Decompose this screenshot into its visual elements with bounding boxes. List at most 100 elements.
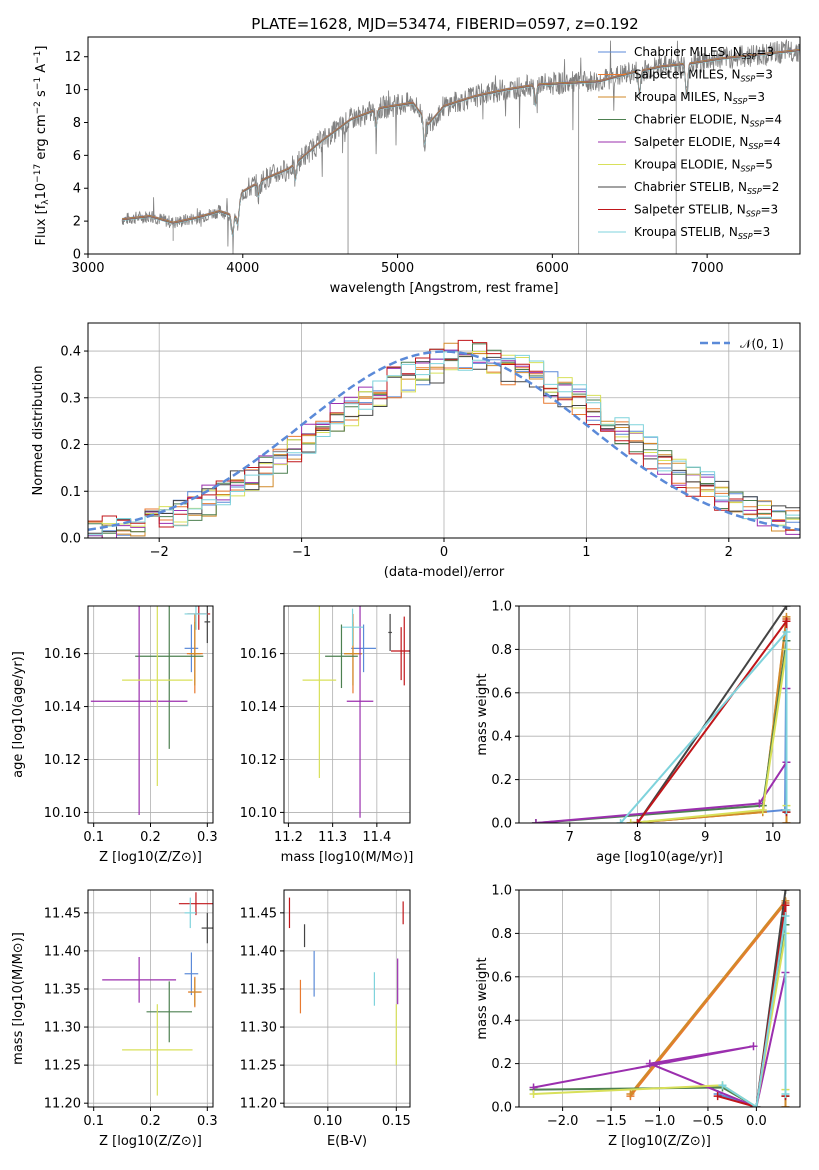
y-tick-label: 0.2 <box>491 773 512 788</box>
axes-frame <box>518 889 801 1108</box>
x-tick-label: −1 <box>292 545 311 560</box>
y-tick-label: 10.12 <box>44 753 81 768</box>
mass-weight-plot-area <box>531 606 791 823</box>
y-tick-label: 0.0 <box>60 532 81 547</box>
mass-weight-panel-4: 7 8 9 10 0.0 0.2 0.4 0.6 0.8 1.0 age [log10(age/yr… <box>475 600 801 865</box>
y-tick-label: 11.25 <box>44 1059 81 1074</box>
errorbar-panel-2: 0.1 0.2 0.3 10.10 10.12 10.14 10.16 Z [log10(Z/… <box>11 605 218 865</box>
mass-weight-plot-area <box>529 890 790 1107</box>
x-tick-label: 0.2 <box>140 830 161 845</box>
y-tick-label: 11.20 <box>240 1097 277 1112</box>
legend-entry: Salpeter STELIB, NSSP=3 <box>634 203 778 219</box>
y-tick-label: 10.16 <box>44 647 81 662</box>
x-tick-label: −2 <box>150 545 169 560</box>
y-tick-label: 10.12 <box>240 753 277 768</box>
errorbar-plot-area <box>288 897 404 1066</box>
x-tick-label: 6000 <box>536 261 569 276</box>
y-tick-label: 11.35 <box>44 982 81 997</box>
y-tick-label: 0.4 <box>491 1014 512 1029</box>
y-tick-label: 11.25 <box>240 1059 277 1074</box>
marker <box>718 1081 727 1090</box>
errorbar-plot-area <box>90 606 211 816</box>
x-tick-label: 10 <box>765 830 782 845</box>
legend-entry: Salpeter ELODIE, NSSP=4 <box>634 135 781 151</box>
x-tick-label: 0 <box>440 545 448 560</box>
x-axis-label: E(B-V) <box>327 1134 367 1149</box>
x-tick-label: −2.0 <box>547 1114 579 1129</box>
x-axis-label: (data-model)/error <box>384 565 505 580</box>
x-tick-label: 11.4 <box>362 830 391 845</box>
y-tick-label: 0.6 <box>491 686 512 701</box>
y-tick-label: 1.0 <box>491 884 512 899</box>
x-tick-label: 0.3 <box>197 1114 218 1129</box>
x-tick-label: −0.5 <box>692 1114 724 1129</box>
y-tick-label: 0.4 <box>491 730 512 745</box>
legend-entry: Kroupa STELIB, NSSP=3 <box>634 225 770 241</box>
y-tick-label: 0.4 <box>60 345 81 360</box>
x-axis-label: Z [log10(Z/Z⊙)] <box>99 850 202 865</box>
y-tick-label: 4 <box>73 182 81 197</box>
x-tick-label: 7 <box>566 830 574 845</box>
y-tick-label: 10.14 <box>44 700 81 715</box>
y-axis-label: mass weight <box>475 957 490 1039</box>
x-tick-label: 8 <box>633 830 641 845</box>
marker <box>782 819 791 823</box>
y-tick-label: 11.40 <box>44 944 81 959</box>
y-tick-label: 10.10 <box>240 806 277 821</box>
x-axis-label: wavelength [Angstrom, rest frame] <box>330 281 559 296</box>
axes-frame <box>87 36 801 255</box>
marker <box>616 819 625 823</box>
x-tick-label: 11.2 <box>274 830 303 845</box>
y-tick-label: 10 <box>64 83 81 98</box>
legend-entry: Kroupa MILES, NSSP=3 <box>634 90 765 106</box>
marker <box>781 912 790 921</box>
marker <box>782 628 791 637</box>
axes-frame <box>518 605 801 824</box>
x-tick-label: 0.15 <box>382 1114 411 1129</box>
y-tick-label: 10.16 <box>240 647 277 662</box>
marker <box>782 805 791 814</box>
y-tick-label: 0.1 <box>60 485 81 500</box>
x-axis-label: mass [log10(M/M⊙)] <box>281 850 414 865</box>
errorbar-panel-3: 11.2 11.3 11.4 10.10 10.12 10.14 10.16 mass [lo… <box>240 605 414 865</box>
model-spectrum-kroupa-stelib <box>122 51 800 238</box>
y-tick-label: 6 <box>73 149 81 164</box>
y-tick-label: 12 <box>64 50 81 65</box>
y-tick-label: 1.0 <box>491 600 512 615</box>
legend-entry: Chabrier STELIB, NSSP=2 <box>634 180 779 196</box>
histogram-kroupa-stelib <box>88 351 800 536</box>
x-tick-label: 9 <box>701 830 709 845</box>
y-tick-label: 0.0 <box>491 817 512 832</box>
y-tick-label: 11.45 <box>240 906 277 921</box>
errorbar-plot-area <box>302 606 410 818</box>
mass-weight-line-chabrier-elodie <box>535 640 788 823</box>
mass-weight-line-salpeter-stelib <box>717 905 787 1107</box>
marker <box>782 617 791 626</box>
mass-weight-panel-7: −2.0 −1.5 −1.0 −0.5 0.0 0.0 0.2 0.4 0.6 0.8 1.0 Z [… <box>475 884 801 1149</box>
x-tick-label: 2 <box>725 545 733 560</box>
x-axis-label: Z [log10(Z/Z⊙)] <box>608 1134 711 1149</box>
y-tick-label: 0.6 <box>491 970 512 985</box>
mass-weight-line-salpeter-elodie <box>535 688 788 823</box>
mass-weight-line-kroupa-stelib <box>721 915 787 1107</box>
x-tick-label: 0.1 <box>83 1114 104 1129</box>
histogram-panel: −2 −1 0 1 2 0.0 0.1 0.2 0.3 0.4 (data-model)/error… <box>31 322 801 580</box>
spectrum-plot-area <box>121 38 800 254</box>
figure-title: PLATE=1628, MJD=53474, FIBERID=0597, z=0… <box>251 15 638 33</box>
marker <box>755 799 764 808</box>
marker <box>758 805 767 814</box>
y-axis-label: mass weight <box>475 673 490 755</box>
marker <box>752 1103 761 1107</box>
marker <box>645 1059 654 1068</box>
x-tick-label: 5000 <box>381 261 414 276</box>
marker <box>781 890 790 894</box>
axes-frame <box>283 889 411 1108</box>
errorbar-panel-5: 0.1 0.2 0.3 11.20 11.25 11.30 11.35 11.40 11.45 Z… <box>11 889 218 1149</box>
y-tick-label: 0 <box>73 248 81 263</box>
legend-entry: Chabrier MILES, NSSP=3 <box>634 45 774 61</box>
y-tick-label: 2 <box>73 215 81 230</box>
x-tick-label: 11.3 <box>318 830 347 845</box>
x-axis-label: age [log10(age/yr)] <box>596 850 723 865</box>
errorbar-panel-6: 0.10 0.15 11.20 11.25 11.30 11.35 11.40 11.45 E(… <box>240 889 411 1149</box>
